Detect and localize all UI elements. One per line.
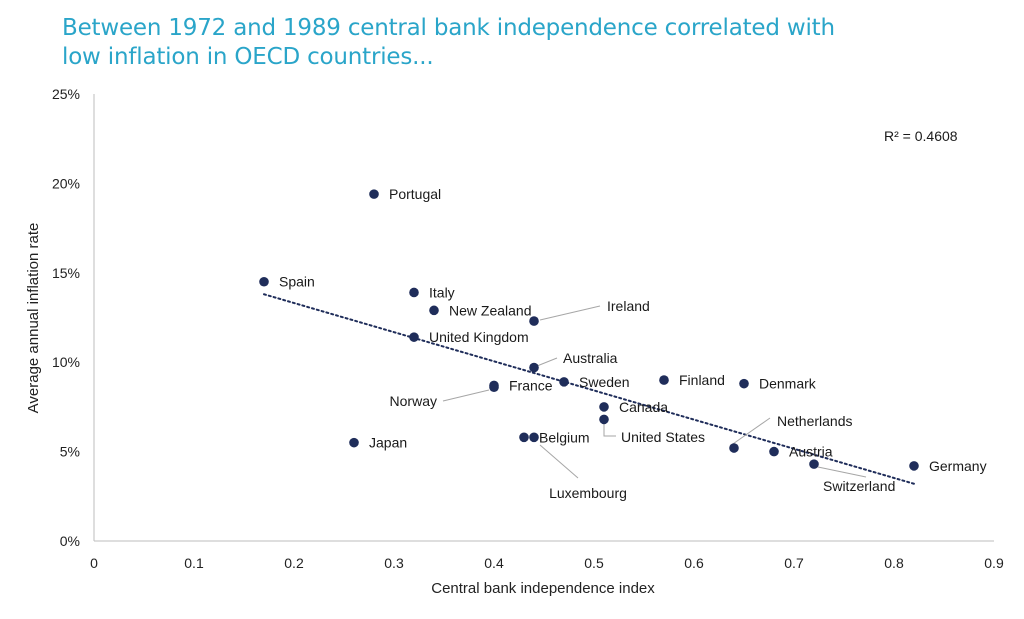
y-tick-label: 20% [52, 175, 80, 191]
title-line-1: Between 1972 and 1989 central bank indep… [62, 15, 835, 41]
label-france: France [509, 377, 553, 393]
label-italy: Italy [429, 284, 455, 300]
point-japan [349, 437, 359, 448]
trendline [263, 293, 915, 485]
label-luxembourg: Luxembourg [549, 485, 627, 501]
chart-title: Between 1972 and 1989 central bank indep… [62, 14, 962, 72]
point-norway [489, 382, 499, 393]
y-tick-label: 0% [60, 533, 80, 549]
point-sweden [559, 377, 569, 387]
x-tick-label: 0.5 [584, 555, 604, 571]
leader-ireland [539, 305, 601, 321]
r-squared-annotation: R² = 0.4608 [884, 128, 958, 144]
label-australia: Australia [563, 350, 618, 366]
y-tick-label: 25% [52, 86, 80, 102]
point-spain [259, 276, 269, 287]
title-line-2: low inflation in OECD countries... [62, 44, 434, 70]
x-tick-label: 0.6 [684, 555, 704, 571]
point-canada [599, 402, 609, 412]
label-switzerland: Switzerland [823, 478, 895, 494]
axes: 0 0.1 0.2 0.3 0.4 0.5 0.6 0.7 0.8 0.9 0% 5% 10% 15% 20… [52, 86, 1004, 571]
label-austria: Austria [789, 444, 833, 460]
point-germany [909, 461, 919, 471]
leader-netherlands [729, 417, 771, 447]
leader-norway [442, 389, 490, 402]
point-finland [659, 375, 669, 385]
x-axis-label: Central bank independence index [431, 580, 655, 597]
label-belgium: Belgium [539, 429, 590, 445]
label-portugal: Portugal [389, 186, 441, 202]
point-austria [769, 446, 779, 457]
label-germany: Germany [929, 458, 987, 474]
point-australia [529, 362, 539, 373]
x-tick-label: 0.3 [384, 555, 404, 571]
label-united-states: United States [621, 429, 705, 445]
y-tick-label: 10% [52, 354, 80, 370]
data-points [259, 189, 919, 471]
point-switzerland [809, 459, 819, 469]
x-tick-label: 0.8 [884, 555, 904, 571]
label-united-kingdom: United Kingdom [429, 329, 529, 345]
point-netherlands [729, 443, 739, 453]
label-spain: Spain [279, 274, 315, 290]
y-axis-label: Average annual inflation rate [25, 223, 42, 414]
label-canada: Canada [619, 399, 668, 415]
point-united-kingdom [409, 332, 419, 342]
point-belgium [529, 432, 539, 443]
point-labels: Portugal Spain Italy New Zealand Ireland Unit… [279, 186, 987, 501]
point-ireland [529, 316, 539, 326]
point-portugal [369, 189, 379, 199]
point-denmark [739, 378, 749, 389]
label-sweden: Sweden [579, 374, 630, 390]
label-norway: Norway [390, 393, 437, 409]
point-italy [409, 287, 419, 298]
trendline-path [263, 293, 915, 485]
label-new-zealand: New Zealand [449, 302, 532, 318]
point-new-zealand [429, 305, 439, 316]
x-tick-label: 0.2 [284, 555, 304, 571]
leader-australia [536, 357, 558, 367]
leader-lines [442, 305, 867, 479]
x-tick-label: 0.7 [784, 555, 804, 571]
leader-luxembourg [539, 444, 579, 479]
label-denmark: Denmark [759, 376, 817, 392]
x-tick-label: 0.9 [984, 555, 1004, 571]
leader-united-states [603, 423, 616, 437]
y-tick-label: 5% [60, 444, 80, 460]
y-tick-label: 15% [52, 265, 80, 281]
point-united-states [599, 414, 609, 425]
x-tick-label: 0.1 [184, 555, 204, 571]
label-japan: Japan [369, 435, 407, 451]
x-tick-label: 0.4 [484, 555, 504, 571]
label-netherlands: Netherlands [777, 413, 853, 429]
label-ireland: Ireland [607, 298, 650, 314]
leader-switzerland [817, 466, 867, 478]
label-finland: Finland [679, 372, 725, 388]
x-tick-label: 0 [90, 555, 98, 571]
point-luxembourg [519, 432, 529, 443]
